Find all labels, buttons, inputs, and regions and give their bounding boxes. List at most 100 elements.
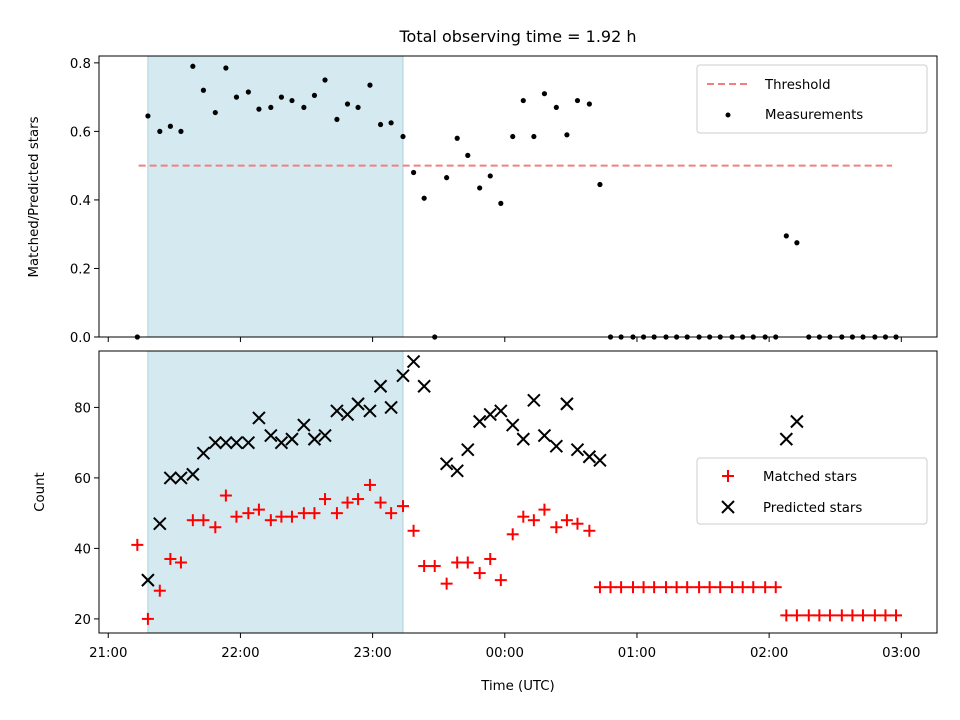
- predicted-x-b: [141, 573, 155, 587]
- matched-star-point: [648, 581, 661, 594]
- predicted-star-point: [174, 471, 188, 485]
- measurement-point: [311, 92, 318, 99]
- predicted-star-point: [472, 414, 487, 429]
- predicted-x-b: [163, 471, 178, 485]
- bottom-axes-frame: [98, 350, 938, 634]
- x-tick-label: 23:00: [353, 646, 391, 661]
- measurement-point: [167, 123, 173, 129]
- bottom-x-axis: 21:00 22:00 23:00 00:00 01:00 02:00 03:00: [89, 633, 920, 661]
- measurement-point: [355, 104, 361, 111]
- predicted-star-point: [779, 432, 794, 446]
- measurement-point: [531, 133, 537, 140]
- matched-star-point: [153, 584, 166, 597]
- predicted-star-point: [570, 442, 585, 457]
- matched-star-point: [660, 581, 673, 594]
- matched-star-point: [330, 507, 343, 520]
- measurement-point: [278, 94, 285, 100]
- y-tick-label: 0.0: [70, 331, 91, 346]
- matched-star-point: [813, 609, 826, 622]
- bottom-legend: Matched stars Predicted stars: [696, 457, 928, 525]
- measurement-points: [134, 63, 899, 340]
- predicted-legend-label: Predicted stars: [763, 501, 862, 516]
- matched-star-point: [703, 581, 716, 594]
- matched-star-point: [726, 581, 739, 594]
- predicted-x-b: [570, 442, 585, 457]
- matched-star-point: [626, 581, 639, 594]
- matched-star-point: [802, 609, 815, 622]
- matched-star-point: [747, 581, 760, 594]
- predicted-star-point: [560, 397, 574, 411]
- y-tick-label: 40: [74, 542, 91, 557]
- measurement-point: [454, 135, 460, 141]
- measurement-point: [498, 200, 504, 206]
- bottom-y-axis: 20 40 60 80: [74, 401, 99, 628]
- matched-legend-label: Matched stars: [763, 470, 857, 485]
- measurement-point: [256, 106, 262, 112]
- matched-star-point: [319, 493, 332, 506]
- measurement-point: [510, 133, 516, 140]
- predicted-star-point: [264, 428, 278, 443]
- measurement-point: [574, 97, 581, 104]
- measurement-point: [465, 152, 471, 158]
- predicted-star-point: [219, 435, 233, 450]
- matched-star-point: [571, 517, 584, 530]
- predicted-star-point: [363, 404, 377, 418]
- predicted-x-b: [208, 435, 223, 450]
- predicted-star-point: [229, 435, 244, 450]
- matched-star-point: [385, 507, 398, 520]
- predicted-x-b: [483, 407, 497, 422]
- observing-window-span: [147, 55, 404, 338]
- bottom-y-axis-label: Count: [33, 472, 48, 512]
- matched-star-point: [506, 528, 519, 541]
- matched-star-point: [604, 581, 617, 594]
- matched-star-point: [341, 496, 354, 509]
- predicted-x-b: [472, 414, 487, 429]
- matched-star-point: [583, 524, 596, 537]
- matched-star-point: [670, 581, 683, 594]
- x-tick-label: 02:00: [750, 646, 788, 661]
- matched-star-point: [484, 552, 497, 565]
- measurement-point: [520, 97, 526, 104]
- top-y-axis: 0.0 0.2 0.4 0.6 0.8: [70, 57, 99, 346]
- predicted-x-b: [516, 432, 530, 446]
- top-x-axis: [107, 337, 902, 342]
- matched-star-point: [209, 521, 222, 534]
- predicted-star-point: [406, 354, 421, 369]
- measurement-point: [245, 89, 251, 95]
- measurement-point: [190, 63, 196, 69]
- predicted-x-b: [779, 432, 794, 446]
- matched-star-point: [868, 609, 881, 622]
- predicted-star-point: [417, 379, 431, 393]
- matched-star-point: [835, 609, 848, 622]
- measurement-point: [178, 128, 184, 134]
- predicted-star-point: [439, 457, 454, 471]
- matched-star-point: [407, 524, 420, 537]
- predicted-star-point: [307, 432, 322, 446]
- predicted-x-b: [330, 404, 344, 418]
- predicted-x-b: [363, 404, 377, 418]
- matched-star-point: [637, 581, 650, 594]
- x-tick-label: 21:00: [89, 646, 127, 661]
- predicted-x-b: [506, 418, 520, 432]
- predicted-star-point: [141, 573, 155, 587]
- predicted-star-point: [285, 432, 299, 446]
- matched-star-point: [242, 507, 255, 520]
- matched-star-point: [141, 612, 154, 625]
- matched-star-point: [517, 510, 530, 523]
- top-legend: Threshold Measurements: [696, 64, 928, 134]
- matched-star-point: [538, 503, 551, 516]
- measurement-point: [586, 101, 592, 107]
- matched-star-point: [186, 514, 199, 527]
- matched-star-point: [397, 500, 410, 513]
- matched-star-point: [197, 514, 210, 527]
- x-tick-label: 22:00: [221, 646, 259, 661]
- matched-star-point: [131, 538, 144, 551]
- predicted-x-b: [297, 418, 311, 432]
- predicted-x-b: [417, 379, 431, 393]
- measurement-point: [268, 104, 274, 111]
- measurement-point: [233, 94, 240, 100]
- predicted-x-b: [560, 397, 574, 411]
- predicted-x-b: [229, 435, 244, 450]
- measurement-point: [541, 91, 548, 97]
- measurement-point: [200, 87, 207, 93]
